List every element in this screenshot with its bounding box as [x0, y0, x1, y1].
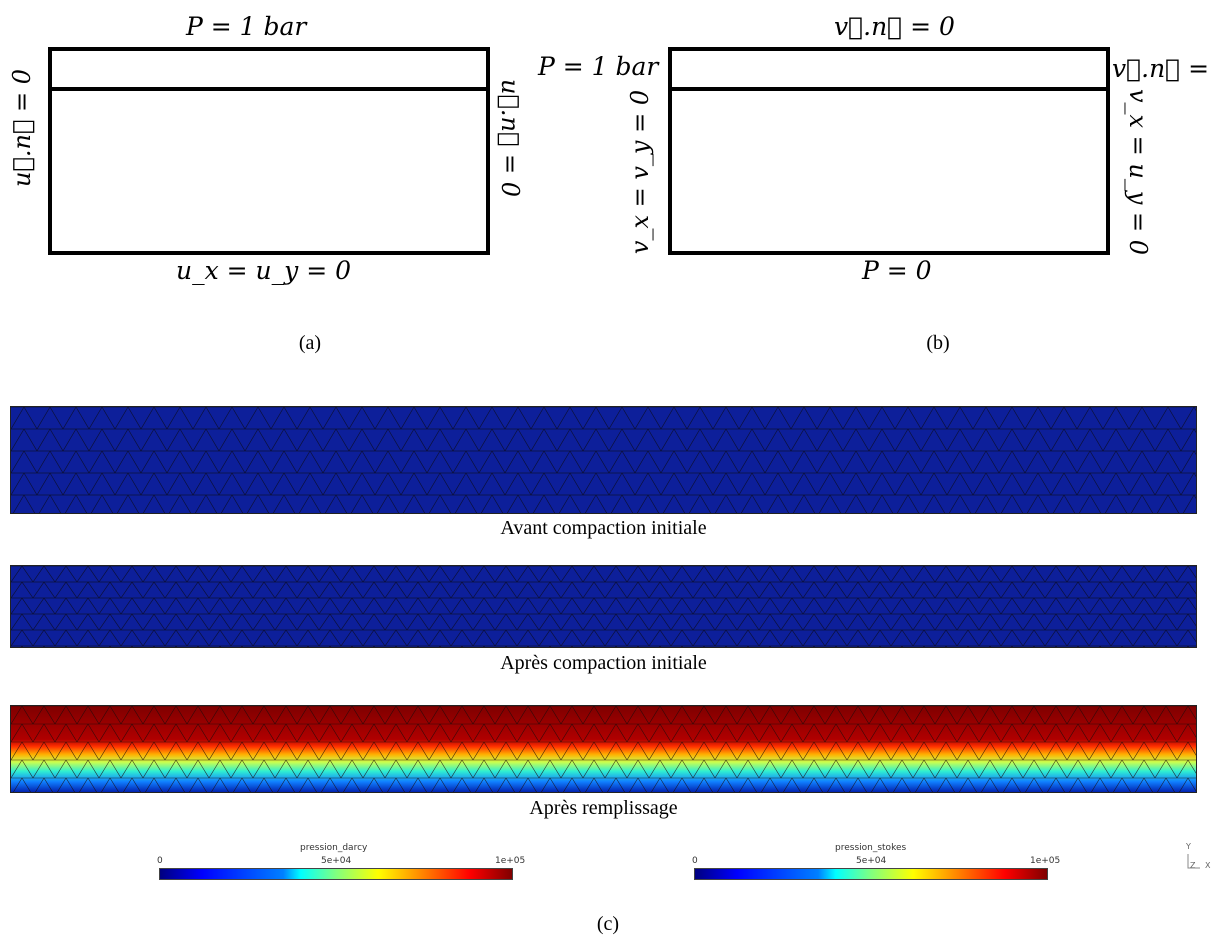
panel-b-bottom-condition: P = 0 — [862, 256, 932, 285]
panel-b-left-condition: v_x = v_y = 0 — [626, 89, 654, 255]
colorbar-darcy-mid: 5e+04 — [321, 856, 352, 866]
mesh-plot — [11, 706, 1196, 792]
mesh-field-after-filling — [10, 705, 1197, 793]
panel-b-top-right-condition: v⃗.n⃗ = 0 — [1112, 54, 1216, 83]
panel-a-top-condition: P = 1 bar — [186, 12, 307, 41]
colorbar-darcy-title: pression_darcy — [300, 843, 368, 853]
axis-x-label: X — [1205, 861, 1211, 870]
colorbar-darcy-max: 1e+05 — [495, 856, 526, 866]
panel-a-caption: (a) — [298, 332, 322, 354]
colorbar-stokes-max: 1e+05 — [1030, 856, 1061, 866]
mesh-field-before-compaction — [10, 406, 1197, 514]
mesh-plot — [11, 566, 1196, 647]
panel-a-bottom-condition: u_x = u_y = 0 — [176, 256, 352, 285]
panel-a-domain — [48, 47, 490, 255]
mesh-field-after-compaction — [10, 565, 1197, 648]
field-caption-before-compaction: Avant compaction initiale — [500, 517, 707, 539]
axis-z-label: Z — [1190, 861, 1196, 870]
colorbar-stokes-bar — [694, 868, 1048, 880]
panel-a-layer-divider — [48, 87, 490, 91]
field-caption-after-compaction: Après compaction initiale — [500, 652, 707, 674]
panel-b-caption: (b) — [926, 332, 950, 354]
colorbar-stokes-title: pression_stokes — [835, 843, 907, 853]
panel-b-layer-divider — [668, 87, 1110, 91]
panel-b-top-condition: v⃗.n⃗ = 0 — [834, 12, 955, 41]
colorbar-darcy-min: 0 — [157, 856, 163, 866]
panel-b-domain — [668, 47, 1110, 255]
mesh-plot — [11, 407, 1196, 513]
axes-orientation-indicator: Y Z X — [1184, 842, 1214, 872]
colorbar-stokes-mid: 5e+04 — [856, 856, 887, 866]
panel-b-right-condition: v_x = u_y = 0 — [1124, 88, 1152, 256]
colorbar-darcy-bar — [159, 868, 513, 880]
panel-b-top-left-condition: P = 1 bar — [538, 52, 659, 81]
axis-y-label: Y — [1186, 842, 1191, 851]
panel-a-left-condition: u⃗.n⃗ = 0 — [8, 69, 36, 187]
colorbar-stokes-min: 0 — [692, 856, 698, 866]
axes-lines — [1187, 854, 1200, 869]
field-caption-after-filling: Après remplissage — [529, 797, 678, 819]
panel-a-right-condition: u⃗.n⃗ = 0 — [496, 79, 524, 197]
panel-c-caption: (c) — [596, 913, 620, 935]
